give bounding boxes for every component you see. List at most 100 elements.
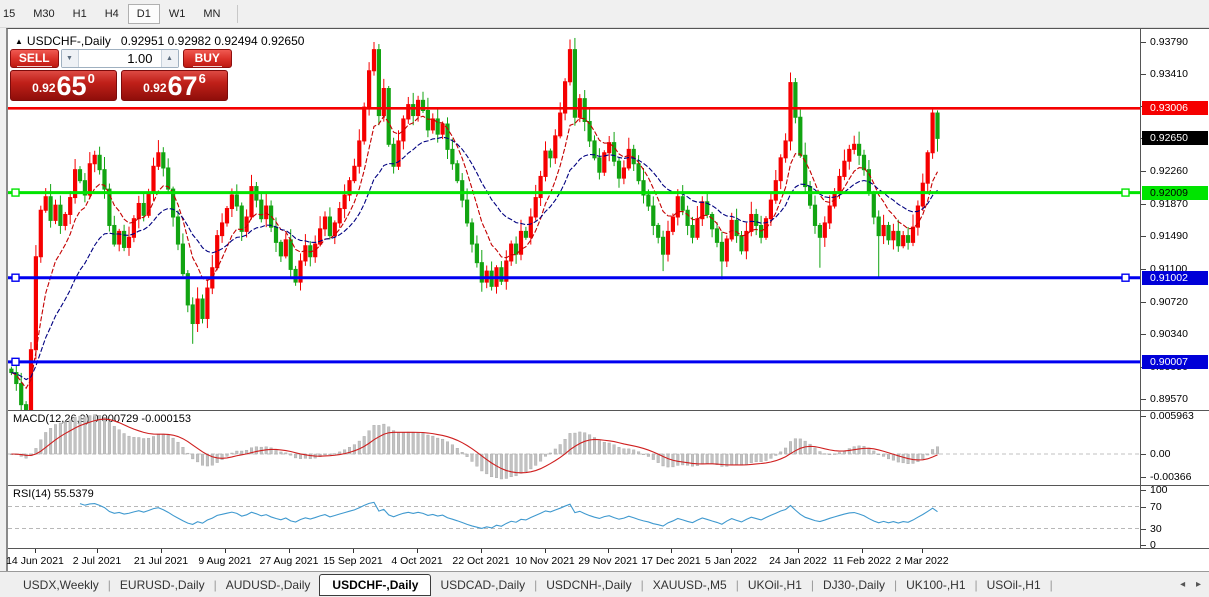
time-axis-date-label: 11 Feb 2022 bbox=[832, 555, 892, 567]
chart-tab-list: USDX,Weekly | EURUSD-,Daily | AUDUSD-,Daily U… bbox=[0, 572, 1209, 597]
panel-separator[interactable] bbox=[8, 410, 1209, 411]
symbol-tab-ukoilh1[interactable]: UKOil-,H1 bbox=[747, 577, 802, 592]
rsi-axis-tick bbox=[1141, 490, 1146, 491]
timeframe-button-m30[interactable]: M30 bbox=[33, 7, 55, 20]
collapse-panel-icon[interactable]: ▲ bbox=[15, 37, 23, 46]
price-axis-tick-label: 0.90340 bbox=[1150, 327, 1188, 340]
time-axis-tick bbox=[731, 549, 732, 553]
price-level-badge: 0.92009 bbox=[1142, 185, 1208, 200]
price-axis-tick bbox=[1141, 42, 1146, 43]
rsi-axis-tick-label: 30 bbox=[1150, 522, 1162, 535]
timeframe-button-mn[interactable]: MN bbox=[203, 7, 221, 20]
time-axis-tick bbox=[97, 549, 98, 553]
symbol-tab-usdcaddaily[interactable]: USDCAD-,Daily bbox=[440, 577, 526, 592]
time-axis-tick bbox=[35, 549, 36, 553]
time-axis-date-label: 24 Jan 2022 bbox=[769, 555, 827, 567]
price-chart-panel[interactable]: ▲ USDCHF-,Daily 0.92951 0.92982 0.92494 0.… bbox=[8, 29, 1140, 410]
price-axis-tick bbox=[1141, 236, 1146, 237]
time-axis-tick bbox=[417, 549, 418, 553]
time-axis-tick bbox=[481, 549, 482, 553]
macd-axis-tick-label: 0.00 bbox=[1150, 448, 1171, 460]
symbol-tab-eurusddaily[interactable]: EURUSD-,Daily bbox=[119, 577, 205, 592]
symbol-tab-usdcnhdaily[interactable]: USDCNH-,Daily bbox=[546, 577, 632, 592]
symbol-tab-usoilh1[interactable]: USOil-,H1 bbox=[986, 577, 1041, 592]
time-axis-tick bbox=[353, 549, 354, 553]
macd-axis-tick bbox=[1141, 454, 1146, 455]
symbol-tab-xauusdm5[interactable]: XAUUSD-,M5 bbox=[652, 577, 727, 592]
macd-signal-line bbox=[11, 418, 938, 474]
time-axis-tick bbox=[862, 549, 863, 553]
time-axis-date-label: 22 Oct 2021 bbox=[452, 555, 510, 567]
price-axis-tick-label: 0.91870 bbox=[1150, 198, 1188, 211]
sell-price-pip-digit: 0 bbox=[87, 71, 95, 86]
horizontal-level-line[interactable] bbox=[8, 273, 1140, 282]
price-axis-tick bbox=[1141, 204, 1146, 205]
horizontal-level-line[interactable] bbox=[8, 357, 1140, 367]
timeframe-button-d1[interactable]: D1 bbox=[127, 3, 160, 24]
price-axis-tick bbox=[1141, 74, 1146, 75]
symbol-tab-usdchfdaily[interactable]: USDCHF-,Daily bbox=[319, 573, 432, 596]
rsi-axis-tick-label: 0 bbox=[1150, 539, 1156, 551]
volume-increase-button[interactable]: ▲ bbox=[160, 50, 178, 67]
timeframe-button-w1[interactable]: W1 bbox=[168, 7, 186, 20]
buy-price-prefix: 0.92 bbox=[143, 81, 167, 95]
macd-indicator-panel[interactable]: MACD(12,26,9) 0.000729 -0.000153 bbox=[8, 411, 1140, 485]
horizontal-level-line[interactable] bbox=[8, 188, 1140, 197]
time-axis-date-label: 27 Aug 2021 bbox=[259, 555, 319, 567]
timeframe-button-list: 15 M30 H1 H4 D1 W1 MN bbox=[0, 3, 229, 24]
macd-chart[interactable] bbox=[8, 411, 1140, 485]
price-axis-tick-label: 0.92260 bbox=[1150, 165, 1188, 178]
rsi-chart[interactable] bbox=[8, 486, 1140, 548]
tab-separator: | bbox=[640, 577, 644, 592]
macd-axis-tick bbox=[1141, 416, 1146, 417]
timeframe-button-15[interactable]: 15 bbox=[3, 7, 16, 20]
sell-price-display[interactable]: 0.92 65 0 bbox=[10, 70, 117, 101]
buy-price-display[interactable]: 0.92 67 6 bbox=[121, 70, 228, 101]
timeframe-button-h4[interactable]: H4 bbox=[104, 7, 119, 20]
tab-scroll-arrows: ◂ ▸ bbox=[1172, 579, 1201, 590]
rsi-axis: 100 70 30 0 bbox=[1141, 484, 1209, 551]
rsi-indicator-panel[interactable]: RSI(14) 55.5379 bbox=[8, 486, 1140, 548]
candlestick-chart[interactable] bbox=[8, 29, 1140, 410]
tab-separator: | bbox=[1049, 577, 1053, 592]
chart-tab-bar: USDX,Weekly | EURUSD-,Daily | AUDUSD-,Daily U… bbox=[0, 571, 1209, 597]
rsi-label: RSI(14) 55.5379 bbox=[13, 488, 94, 500]
time-axis-tick bbox=[608, 549, 609, 553]
symbol-tab-audusddaily[interactable]: AUDUSD-,Daily bbox=[225, 577, 311, 592]
candles-group bbox=[9, 37, 940, 410]
price-axis-tick bbox=[1141, 334, 1146, 335]
price-level-badge: 0.93006 bbox=[1142, 101, 1208, 116]
symbol-tab-uk100h1[interactable]: UK100-,H1 bbox=[906, 577, 966, 592]
rsi-line bbox=[79, 501, 938, 530]
time-axis-date-label: 17 Dec 2021 bbox=[641, 555, 701, 567]
time-axis-date-label: 5 Jan 2022 bbox=[705, 555, 757, 567]
price-axis-tick bbox=[1141, 399, 1146, 400]
timeframe-toolbar: 15 M30 H1 H4 D1 W1 MN bbox=[0, 0, 1209, 28]
rsi-axis-tick bbox=[1141, 507, 1146, 508]
chart-workspace: ▲ USDCHF-,Daily 0.92951 0.92982 0.92494 0.… bbox=[6, 28, 1209, 571]
macd-axis-tick-label: -0.00366 bbox=[1150, 471, 1192, 484]
current-price-badge: 0.92650 bbox=[1142, 131, 1208, 146]
tab-separator: | bbox=[213, 577, 217, 592]
price-axis-tick bbox=[1141, 302, 1146, 303]
buy-button[interactable]: BUY bbox=[182, 49, 232, 68]
tab-scroll-left-icon[interactable]: ◂ bbox=[1180, 579, 1186, 590]
panel-separator[interactable] bbox=[8, 485, 1209, 486]
ma-slow-line[interactable] bbox=[11, 136, 938, 381]
tab-scroll-right-icon[interactable]: ▸ bbox=[1195, 579, 1201, 590]
volume-decrease-button[interactable]: ▼ bbox=[61, 50, 79, 67]
symbol-tab-usdxweekly[interactable]: USDX,Weekly bbox=[23, 577, 99, 592]
rsi-axis-tick-label: 70 bbox=[1150, 500, 1162, 513]
symbol-tab-dj30daily[interactable]: DJ30-,Daily bbox=[823, 577, 886, 592]
ma-fast-line[interactable] bbox=[11, 115, 938, 390]
rsi-axis-tick bbox=[1141, 529, 1146, 530]
price-axis-tick-label: 0.89570 bbox=[1150, 392, 1188, 405]
sell-button[interactable]: SELL bbox=[10, 49, 59, 68]
volume-input[interactable] bbox=[78, 50, 161, 67]
timeframe-button-h1[interactable]: H1 bbox=[72, 7, 87, 20]
sell-price-big-digits: 65 bbox=[56, 71, 87, 101]
buy-price-pip-digit: 6 bbox=[198, 71, 206, 86]
price-axis-tick bbox=[1141, 269, 1146, 270]
time-axis: 14 Jun 2021 2 Jul 2021 21 Jul 2021 9 Aug 20… bbox=[6, 549, 1209, 571]
